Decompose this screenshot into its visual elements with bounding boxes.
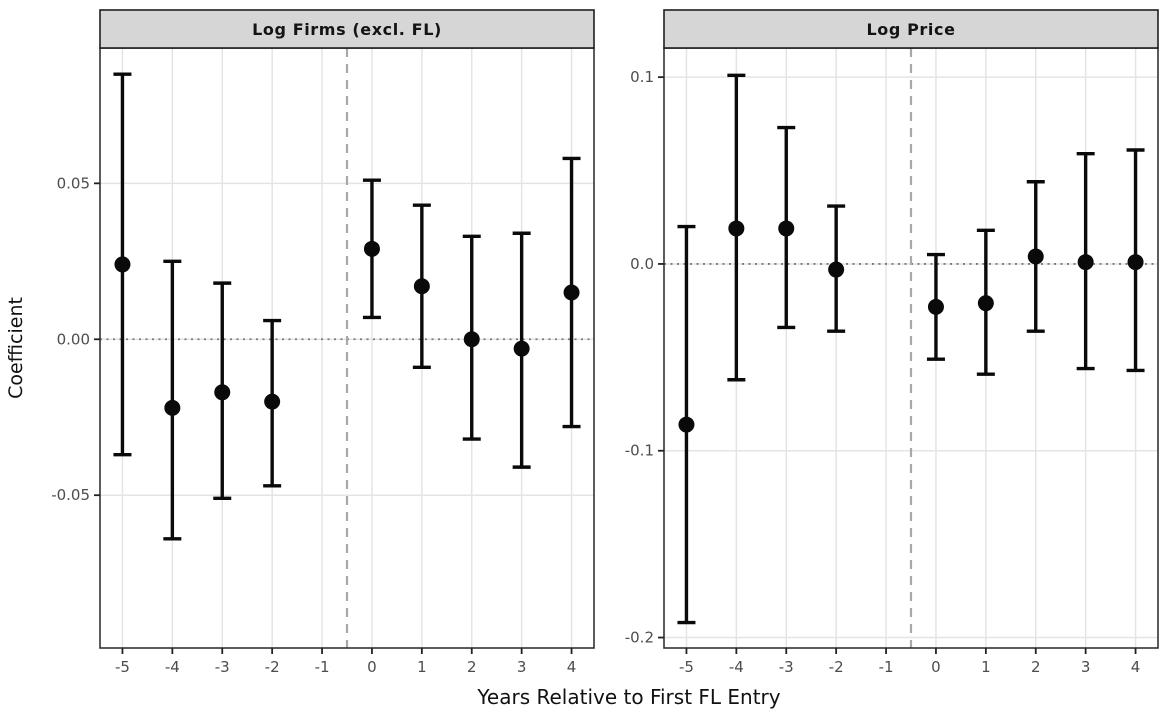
data-point (678, 416, 695, 433)
y-tick-label: 0.1 (630, 68, 654, 86)
x-tick-label: 0 (931, 658, 941, 676)
x-tick-label: 0 (367, 658, 377, 676)
x-tick-label: 3 (517, 658, 527, 676)
x-tick-label: -2 (265, 658, 280, 676)
data-point (728, 220, 745, 237)
x-tick-label: 2 (1031, 658, 1041, 676)
data-point (214, 384, 231, 401)
x-tick-label: 4 (567, 658, 577, 676)
x-tick-label: -3 (215, 658, 230, 676)
data-point (1127, 254, 1144, 271)
y-tick-label: 0.00 (57, 330, 90, 348)
data-point (977, 295, 994, 312)
x-tick-label: -3 (779, 658, 794, 676)
data-point (164, 399, 181, 416)
y-tick-label: 0.0 (630, 255, 654, 273)
y-tick-label: -0.2 (625, 629, 654, 647)
data-point (363, 240, 380, 257)
y-axis-title: Coefficient (5, 297, 27, 399)
y-tick-label: -0.1 (625, 442, 654, 460)
data-point (264, 393, 281, 410)
data-point (1027, 248, 1044, 265)
x-tick-label: -4 (165, 658, 180, 676)
x-tick-label: -1 (879, 658, 894, 676)
data-point (114, 256, 131, 273)
x-tick-label: -5 (679, 658, 694, 676)
x-tick-label: -1 (315, 658, 330, 676)
panel-background (664, 48, 1158, 648)
x-tick-label: 1 (981, 658, 991, 676)
x-tick-label: -2 (829, 658, 844, 676)
data-point (463, 331, 480, 348)
y-tick-label: -0.05 (51, 486, 90, 504)
x-tick-label: -5 (115, 658, 130, 676)
x-tick-label: 1 (417, 658, 427, 676)
data-point (927, 298, 944, 315)
facet-strip (663, 9, 1159, 49)
y-tick-label: 0.05 (57, 174, 90, 192)
data-point (778, 220, 795, 237)
x-tick-label: -4 (729, 658, 744, 676)
facet-panel-2: Log Price -5 -4 -3 -2 -1 0 1 2 3 4 0.1 0.0 -0.1 -0.2 (625, 9, 1159, 676)
data-point (513, 340, 530, 357)
data-point (828, 261, 845, 278)
data-point (1077, 254, 1094, 271)
panel-title: Log Price (866, 20, 955, 39)
x-axis-title: Years Relative to First FL Entry (476, 685, 780, 709)
x-tick-label: 4 (1131, 658, 1141, 676)
data-point (563, 284, 580, 301)
x-tick-label: 3 (1081, 658, 1091, 676)
data-point (413, 278, 430, 295)
facet-panel-1: Log Firms (excl. FL) -5 -4 -3 -2 -1 0 1 2 3 4 0.05 0… (51, 9, 595, 676)
x-tick-label: 2 (467, 658, 477, 676)
facet-strip (99, 9, 595, 49)
panel-title: Log Firms (excl. FL) (252, 20, 442, 39)
